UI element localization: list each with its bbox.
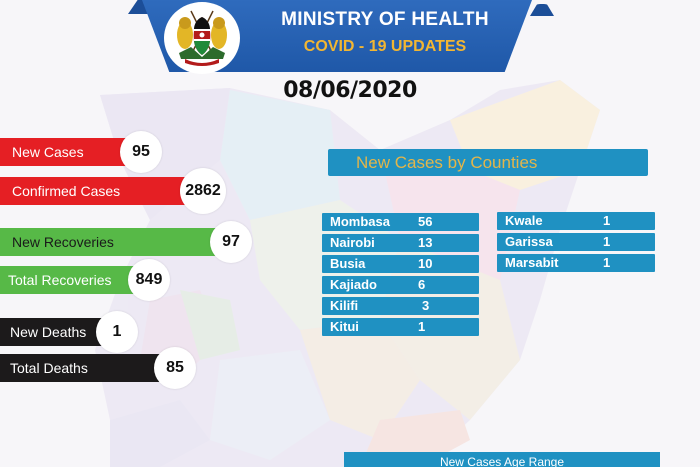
county-count: 3	[422, 298, 430, 313]
banner-title: MINISTRY OF HEALTH	[281, 9, 489, 30]
county-count: 1	[603, 234, 611, 249]
report-date: 08/06/2020	[283, 78, 417, 103]
banner-fold-right	[530, 4, 554, 16]
county-count: 1	[603, 213, 611, 228]
county-list-left: Mombasa 56 Nairobi 13 Busia 10 Kajiado 6…	[322, 213, 479, 339]
county-count: 6	[418, 277, 426, 292]
county-count: 1	[603, 255, 611, 270]
kenya-coat-of-arms-icon	[164, 2, 240, 74]
county-list-right: Kwale 1 Garissa 1 Marsabit 1	[497, 212, 655, 275]
county-name: Marsabit	[505, 255, 559, 270]
county-name: Kitui	[330, 319, 359, 334]
county-name: Kwale	[505, 213, 543, 228]
stat-value: 1	[96, 311, 138, 353]
stat-label: New Deaths	[0, 318, 105, 346]
stat-label: New Recoveries	[0, 228, 220, 256]
county-count: 10	[418, 256, 433, 271]
counties-header: New Cases by Counties	[328, 149, 648, 176]
county-name: Kajiado	[330, 277, 377, 292]
county-count: 1	[418, 319, 426, 334]
stat-value: 849	[128, 259, 170, 301]
county-row: Kwale 1	[497, 212, 655, 230]
county-row: Busia 10	[322, 255, 479, 273]
stat-label: Total Deaths	[0, 354, 165, 382]
county-row: Nairobi 13	[322, 234, 479, 252]
stat-value: 85	[154, 347, 196, 389]
county-row: Kilifi 3	[322, 297, 479, 315]
county-row: Kajiado 6	[322, 276, 479, 294]
county-name: Busia	[330, 256, 366, 271]
county-name: Nairobi	[330, 235, 375, 250]
stat-value: 2862	[180, 168, 226, 214]
county-row: Kitui 1	[322, 318, 479, 336]
stat-label: New Cases	[0, 138, 130, 166]
county-row: Mombasa 56	[322, 213, 479, 231]
age-range-header: New Cases Age Range	[344, 452, 660, 467]
stat-label: Total Recoveries	[0, 266, 140, 294]
stat-value: 95	[120, 131, 162, 173]
county-name: Kilifi	[330, 298, 359, 313]
county-row: Garissa 1	[497, 233, 655, 251]
stat-value: 97	[210, 221, 252, 263]
county-name: Garissa	[505, 234, 553, 249]
county-count: 56	[418, 214, 433, 229]
county-count: 13	[418, 235, 433, 250]
banner-subtitle: COVID - 19 UPDATES	[303, 38, 467, 55]
county-name: Mombasa	[330, 214, 390, 229]
stat-label: Confirmed Cases	[0, 177, 190, 205]
county-row: Marsabit 1	[497, 254, 655, 272]
header-banner: MINISTRY OF HEALTH COVID - 19 UPDATES	[128, 0, 554, 74]
